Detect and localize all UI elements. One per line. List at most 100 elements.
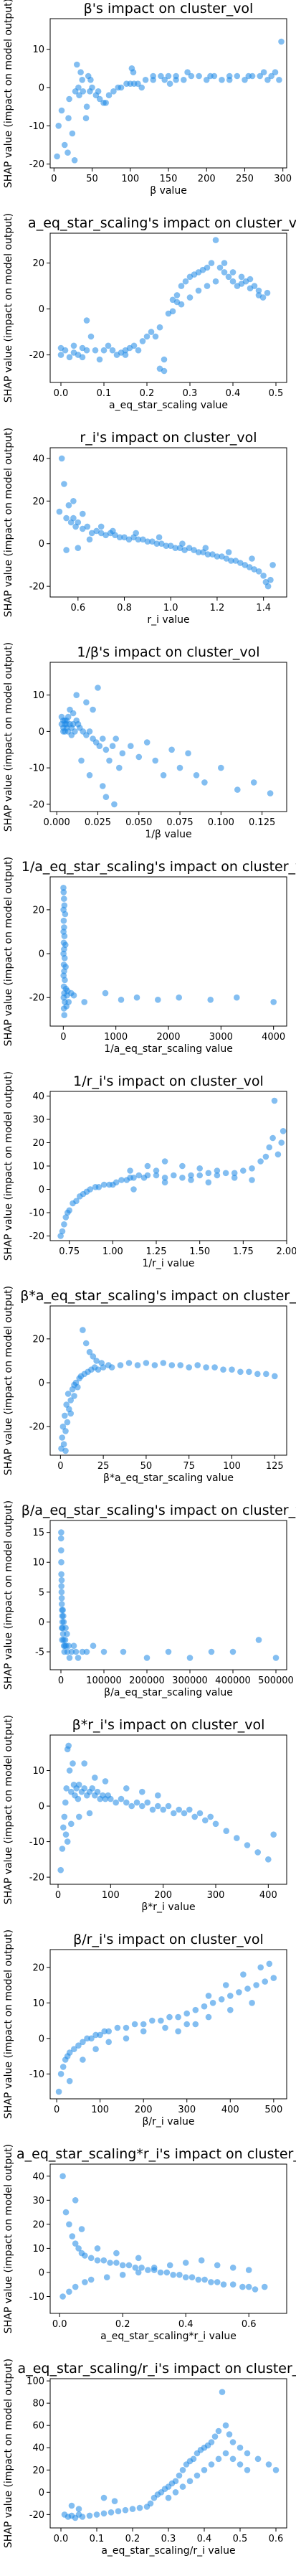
data-point — [249, 2000, 255, 2006]
data-point — [222, 1170, 229, 1177]
data-point — [66, 354, 73, 361]
y-tick-label: -10 — [29, 121, 44, 132]
chart-title: 1/β's impact on cluster_vol — [77, 644, 259, 660]
data-point — [229, 1648, 237, 1655]
data-point — [83, 103, 90, 110]
data-point — [140, 2028, 147, 2035]
data-point — [69, 130, 76, 137]
data-point — [76, 92, 82, 98]
data-point — [152, 333, 159, 340]
data-point — [62, 1831, 70, 1838]
data-point — [87, 77, 94, 83]
data-point — [242, 77, 248, 83]
y-tick-label: 100 — [27, 2377, 44, 2387]
y-tick-label: 40 — [32, 2443, 44, 2454]
data-point — [278, 1139, 285, 1146]
data-point — [251, 566, 258, 573]
data-point — [63, 1785, 70, 1792]
data-point — [195, 549, 202, 555]
data-point — [62, 347, 69, 354]
data-point — [66, 95, 72, 103]
data-point — [72, 1648, 80, 1655]
data-point — [208, 2279, 214, 2285]
data-point — [186, 1364, 193, 1371]
data-point — [172, 545, 178, 551]
y-tick-label: 20 — [32, 905, 44, 916]
y-tick-label: 20 — [32, 258, 44, 269]
y-tick-label: 10 — [32, 44, 44, 55]
x-tick-label: 0.2 — [125, 2534, 140, 2544]
data-point — [109, 743, 116, 749]
data-point — [103, 2274, 110, 2280]
points-group — [57, 237, 271, 375]
data-point — [144, 1162, 151, 1170]
data-point — [57, 352, 65, 358]
data-point — [86, 728, 93, 735]
data-point — [60, 1441, 67, 1447]
y-tick-label: 60 — [32, 2421, 44, 2432]
y-axis-label: SHAP value (impact on model output) — [3, 1071, 14, 1261]
data-point — [204, 551, 211, 558]
plot-frame — [49, 1734, 287, 1885]
data-point — [96, 356, 103, 363]
data-point — [215, 2455, 222, 2463]
scatter-panel-3: r_i's impact on cluster_vol 0.6 0.8 1.0 1.2 1… — [3, 428, 287, 626]
data-point — [105, 2039, 112, 2046]
y-tick-label: -10 — [29, 2292, 44, 2303]
data-point — [205, 2013, 212, 2021]
data-point — [100, 1181, 108, 1188]
data-point — [184, 69, 191, 75]
data-point — [138, 2265, 145, 2271]
data-point — [139, 1802, 145, 1810]
data-point — [61, 141, 68, 149]
data-point — [133, 530, 139, 537]
data-point — [79, 2514, 86, 2520]
data-point — [86, 1810, 93, 1817]
x-axis-label: a_eq_star_scaling/r_i value — [101, 2545, 235, 2557]
x-tick-label: 500 — [264, 2105, 282, 2115]
x-tick-label: 0.050 — [125, 817, 152, 828]
data-point — [61, 1012, 67, 1018]
y-tick-label: 10 — [32, 1162, 44, 1172]
x-tick-label: 200 — [135, 2105, 153, 2115]
scatter-panel-2: a_eq_star_scaling's impact on cluster_vo… — [3, 213, 296, 411]
y-axis-label: SHAP value (impact on model output) — [3, 2144, 14, 2333]
y-tick-label: 40 — [32, 1091, 44, 1102]
chart-title: a_eq_star_scaling's impact on cluster_vo… — [28, 215, 296, 231]
x-tick-label: 3000 — [209, 1032, 233, 1043]
x-tick-label: 200000 — [129, 1675, 165, 1686]
data-point — [214, 2262, 221, 2269]
x-tick-label: 1.25 — [146, 1246, 167, 1257]
chart-title: 1/r_i's impact on cluster_vol — [73, 1073, 264, 1089]
data-point — [63, 1401, 70, 1408]
data-point — [202, 1817, 209, 1824]
data-point — [70, 992, 77, 999]
data-point — [201, 2467, 208, 2473]
x-tick-label: 0.8 — [117, 603, 132, 614]
data-point — [105, 92, 113, 98]
data-point — [214, 2279, 221, 2285]
points-group — [59, 2173, 268, 2300]
y-axis-label: SHAP value (impact on model output) — [3, 1286, 14, 1475]
data-point — [123, 2024, 130, 2031]
y-tick-label: 0 — [39, 83, 44, 94]
x-axis-label: 1/r_i value — [143, 1258, 195, 1269]
data-point — [136, 2504, 143, 2511]
data-point — [84, 2035, 90, 2042]
data-point — [228, 558, 234, 564]
data-point — [87, 2276, 95, 2283]
data-point — [100, 1648, 108, 1655]
data-point — [80, 88, 87, 95]
plot-frame — [49, 1305, 287, 1456]
data-point — [222, 2450, 229, 2457]
data-point — [58, 1529, 65, 1536]
data-point — [270, 1831, 277, 1838]
data-point — [271, 1097, 278, 1104]
data-point — [98, 1360, 105, 1366]
x-tick-label: 0.4 — [197, 2534, 212, 2544]
data-point — [135, 536, 142, 543]
data-point — [242, 562, 249, 568]
plot-frame — [49, 2378, 287, 2529]
y-tick-label: -10 — [29, 763, 44, 774]
